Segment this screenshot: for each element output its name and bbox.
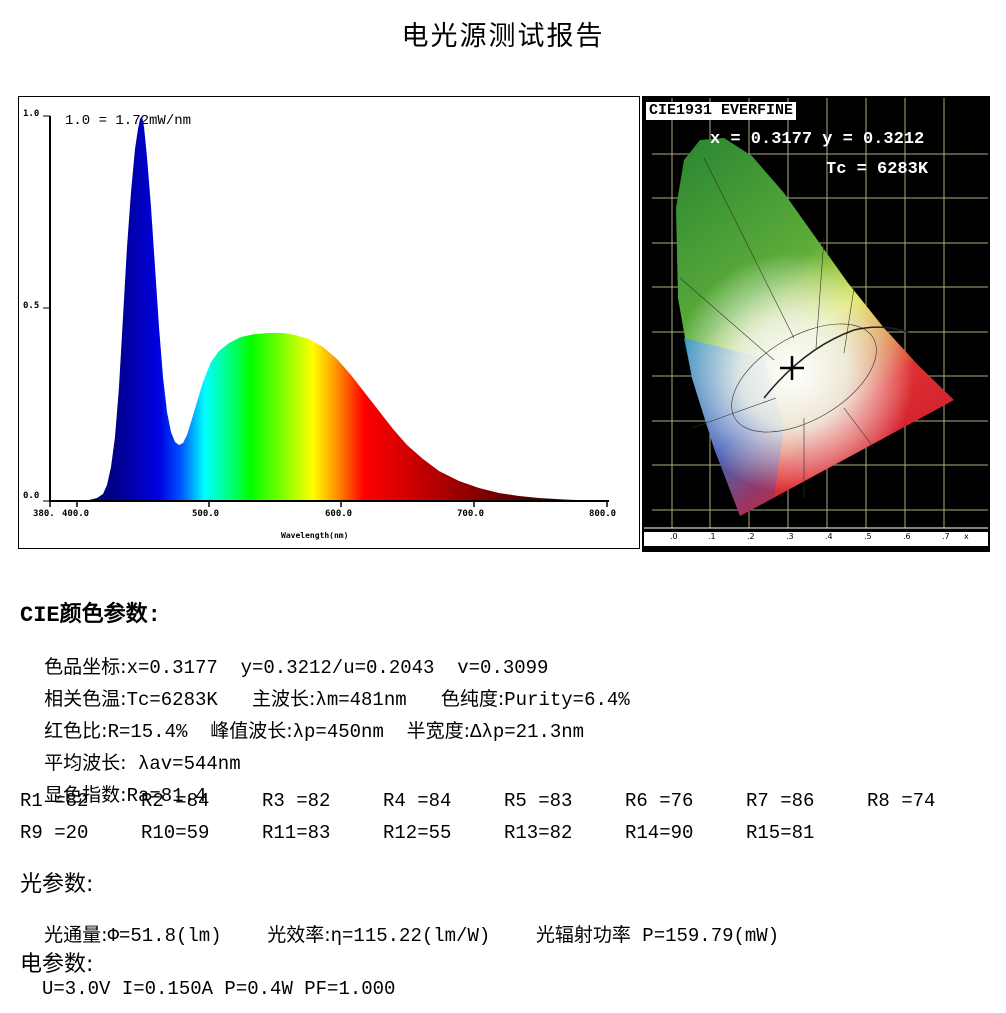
- electrical-params-heading: 电参数:: [20, 952, 94, 977]
- dominant-wavelength-value: λm=481nm: [315, 689, 407, 711]
- ri-value: R15=81: [746, 822, 815, 844]
- electrical-params-value: U=3.0V I=0.150A P=0.4W PF=1.000: [42, 978, 396, 1000]
- cie-x-tick: .4: [825, 532, 833, 541]
- cie-x-tick: .3: [786, 532, 794, 541]
- cie-x-axis-ticks: .0 .1 .2 .3 .4 .5 .6 .7 x: [644, 532, 988, 546]
- cie-x-tick: .2: [747, 532, 755, 541]
- cie-x-tick: .6: [903, 532, 911, 541]
- cie-plot: [644, 98, 988, 529]
- ri-value: R8 =74: [867, 790, 936, 812]
- efficacy-value: η=115.22(lm/W): [330, 925, 491, 947]
- luminous-flux-value: Φ=51.8(lm): [107, 925, 222, 947]
- report-title: 电光源测试报告: [401, 21, 605, 52]
- ri-value: R12=55: [383, 822, 452, 844]
- ri-value: R2 =84: [141, 790, 210, 812]
- spectrum-scale-note: 1.0 = 1.72mW/nm: [65, 113, 192, 129]
- ri-value: R9 =20: [20, 822, 89, 844]
- light-params-heading: 光参数:: [20, 872, 94, 897]
- chromaticity-point-marker: [780, 356, 804, 380]
- ri-value: R5 =83: [504, 790, 573, 812]
- dominant-wavelength-label: 主波长:: [252, 688, 316, 710]
- cie-x-tick: .1: [708, 532, 716, 541]
- ri-value: R3 =82: [262, 790, 331, 812]
- cie-label: CIE1931 EVERFINE: [646, 102, 797, 120]
- y-tick-0: 0.0: [23, 491, 40, 501]
- cri-label: 显色指数:: [44, 784, 127, 806]
- ri-value: R1 =82: [20, 790, 89, 812]
- spectrum-chart: 1.0 = 1.72mW/nm 1.0 0.5 0.0 380. 400.0 5…: [18, 96, 640, 549]
- ri-value: R6 =76: [625, 790, 694, 812]
- fwhm-label: 半宽度:: [406, 720, 471, 742]
- red-ratio-value: R=15.4%: [107, 721, 188, 743]
- light-params-row: 光通量:Φ=51.8(lm) 光效率:η=115.22(lm/W) 光辐射功率 …: [20, 898, 779, 969]
- avg-wavelength-value: λav=544nm: [126, 753, 241, 775]
- x-tick-600: 600.0: [325, 509, 353, 519]
- purity-label: 色纯度:: [440, 688, 505, 710]
- cie-x-tick: .0: [670, 532, 678, 541]
- color-params-heading: CIE颜色参数:: [20, 603, 161, 628]
- chromaticity-value: x=0.3177 y=0.3212/u=0.2043 v=0.3099: [126, 657, 549, 679]
- cie-xy-readout: x = 0.3177 y = 0.3212: [710, 130, 925, 149]
- luminous-flux-label: 光通量:: [44, 924, 108, 946]
- radiant-power-value: P=159.79(mW): [630, 925, 780, 947]
- y-tick-1: 1.0: [23, 109, 40, 119]
- y-tick-05: 0.5: [23, 301, 40, 311]
- ri-value: R13=82: [504, 822, 573, 844]
- peak-wavelength-value: λp=450nm: [292, 721, 384, 743]
- ri-value: R11=83: [262, 822, 331, 844]
- cie-x-tick: .7: [942, 532, 950, 541]
- ri-value: R14=90: [625, 822, 694, 844]
- chromaticity-label: 色品坐标:: [44, 656, 127, 678]
- x-tick-500: 500.0: [192, 509, 220, 519]
- cie-diagram: CIE1931 EVERFINE x = 0.3177 y = 0.3212 T…: [642, 96, 990, 552]
- x-tick-800: 800.0: [589, 509, 617, 519]
- efficacy-label: 光效率:: [267, 924, 331, 946]
- cri-row: 显色指数:Ra=81.4: [20, 758, 206, 829]
- red-ratio-label: 红色比:: [44, 720, 108, 742]
- x-tick-700: 700.0: [457, 509, 485, 519]
- cie-tc-readout: Tc = 6283K: [826, 160, 929, 179]
- cct-value: Tc=6283K: [126, 689, 218, 711]
- cct-label: 相关色温:: [44, 688, 127, 710]
- radiant-power-label: 光辐射功率: [535, 924, 631, 946]
- x-tick-380: 380.: [33, 509, 55, 519]
- avg-wavelength-row: 平均波长: λav=544nm: [20, 726, 241, 797]
- peak-wavelength-label: 峰值波长:: [210, 720, 293, 742]
- x-axis-label: Wavelength(nm): [281, 531, 349, 540]
- x-tick-400: 400.0: [62, 509, 90, 519]
- chromaticity-row: 色品坐标:x=0.3177 y=0.3212/u=0.2043 v=0.3099: [20, 630, 548, 701]
- ri-value: R10=59: [141, 822, 210, 844]
- purity-value: Purity=6.4%: [504, 689, 630, 711]
- cie-x-tick: .5: [864, 532, 872, 541]
- red-ratio-row: 红色比:R=15.4% 峰值波长:λp=450nm 半宽度:Δλp=21.3nm: [20, 694, 584, 765]
- cie-x-tick: x: [964, 532, 969, 541]
- spectrum-plot: [43, 115, 609, 507]
- cri-value: Ra=81.4: [126, 785, 207, 807]
- ri-value: R7 =86: [746, 790, 815, 812]
- cct-row: 相关色温:Tc=6283K 主波长:λm=481nm 色纯度:Purity=6.…: [20, 662, 630, 733]
- avg-wavelength-label: 平均波长:: [44, 752, 127, 774]
- ri-value: R4 =84: [383, 790, 452, 812]
- fwhm-value: Δλp=21.3nm: [470, 721, 585, 743]
